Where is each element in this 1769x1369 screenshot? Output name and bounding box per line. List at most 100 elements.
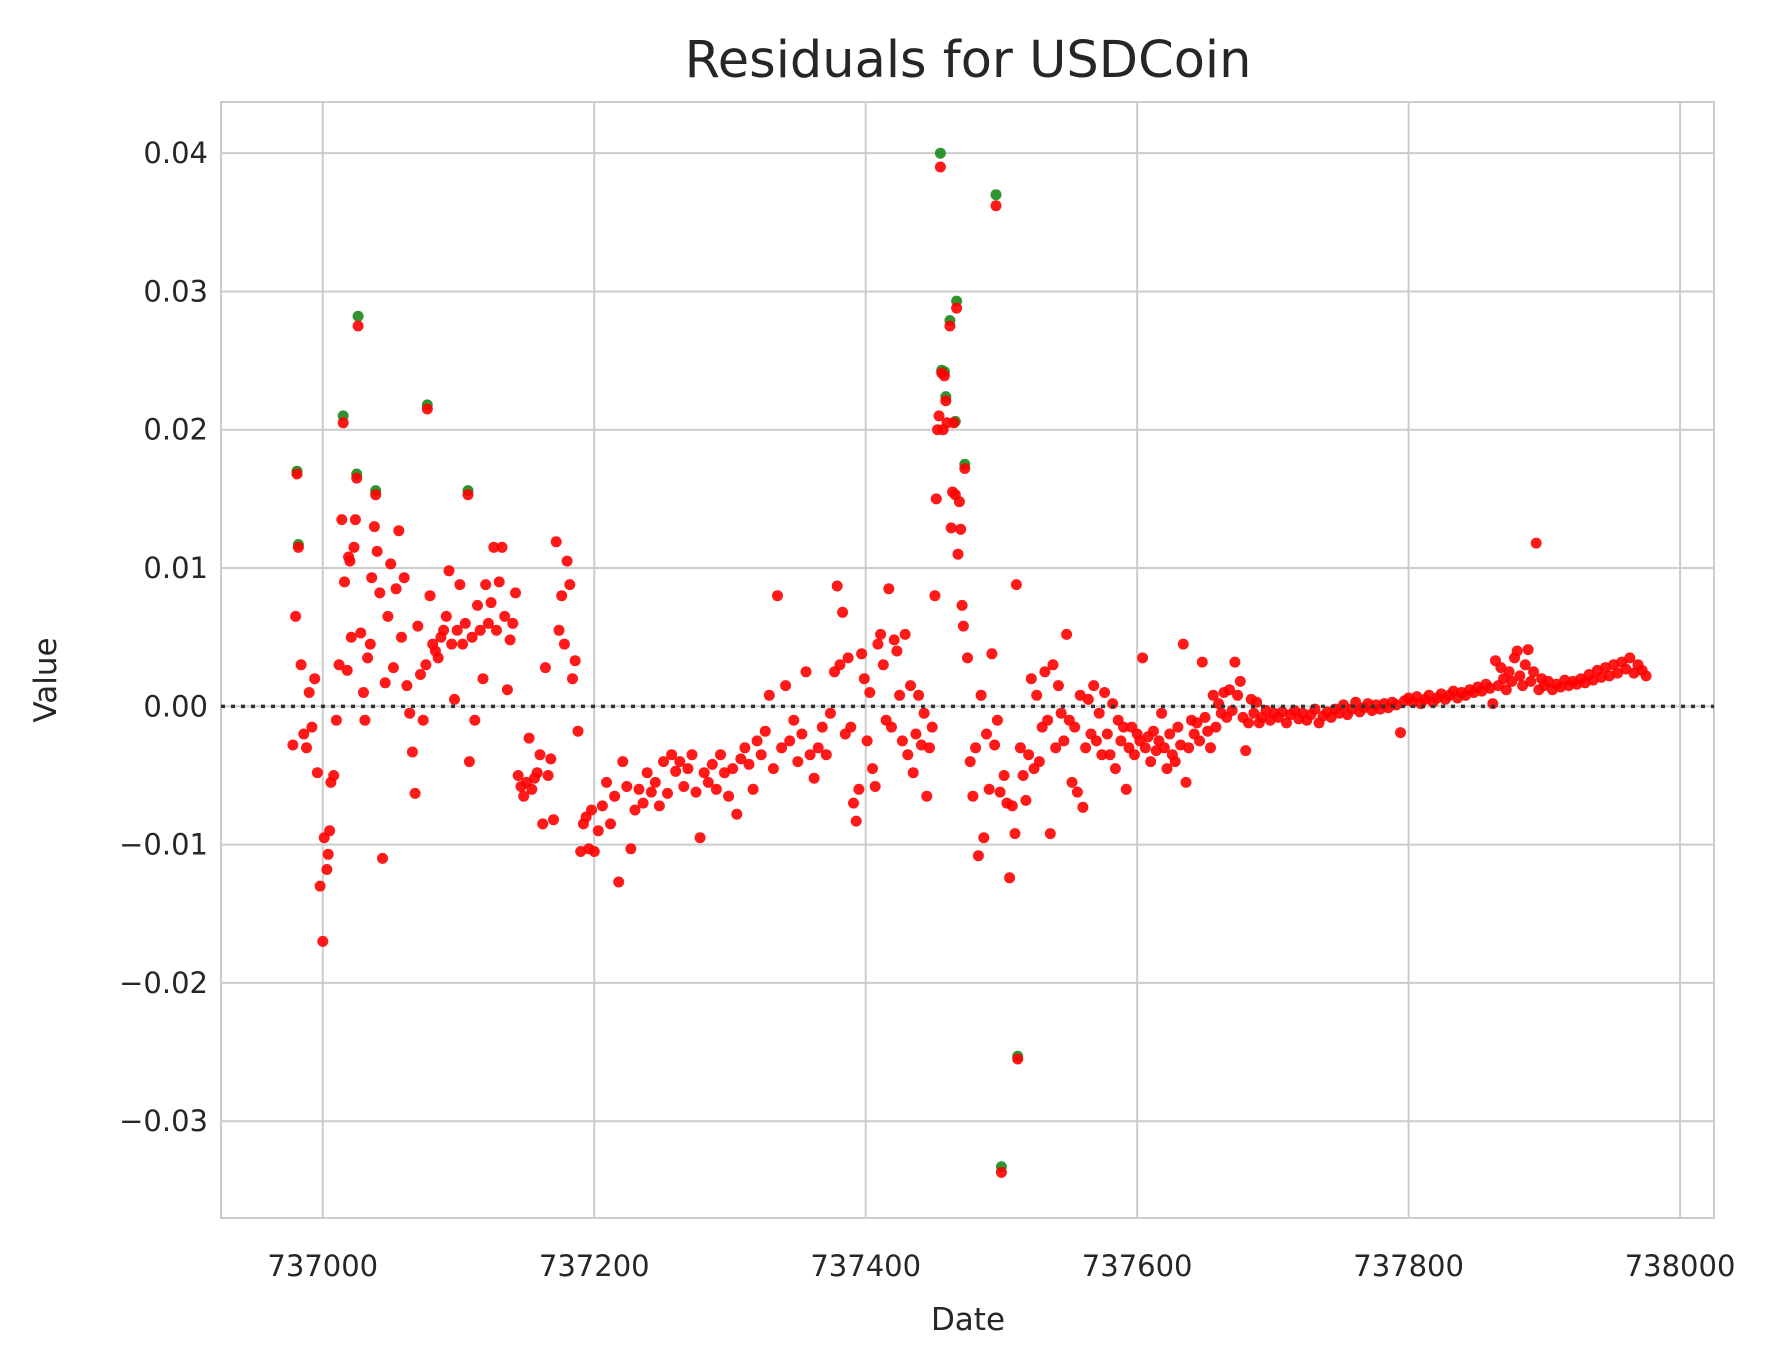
data-point bbox=[1248, 707, 1260, 719]
data-point bbox=[800, 666, 812, 678]
data-point bbox=[1164, 728, 1176, 740]
data-point bbox=[379, 677, 391, 689]
data-point bbox=[698, 767, 710, 779]
data-point bbox=[1033, 756, 1045, 768]
data-point bbox=[409, 787, 421, 799]
data-point bbox=[1243, 717, 1254, 729]
data-point bbox=[1525, 675, 1537, 687]
data-point bbox=[1333, 707, 1345, 719]
data-point bbox=[537, 818, 549, 830]
data-point bbox=[1055, 707, 1067, 719]
data-point bbox=[933, 410, 945, 422]
x-tick-label: 737400 bbox=[810, 1249, 921, 1283]
data-point bbox=[763, 689, 775, 701]
data-point bbox=[336, 514, 348, 526]
data-point bbox=[739, 742, 751, 754]
data-point bbox=[1128, 749, 1140, 761]
data-point bbox=[967, 790, 979, 802]
data-point bbox=[605, 818, 616, 830]
data-point bbox=[542, 770, 554, 781]
data-point bbox=[451, 624, 463, 636]
data-point bbox=[1058, 735, 1070, 747]
data-point bbox=[861, 735, 873, 747]
data-point bbox=[990, 200, 1002, 212]
data-point bbox=[1107, 698, 1119, 710]
data-point bbox=[948, 417, 960, 429]
data-point bbox=[994, 786, 1006, 798]
data-point bbox=[658, 756, 669, 768]
data-point bbox=[493, 576, 505, 588]
data-point bbox=[747, 783, 759, 795]
data-point bbox=[780, 680, 792, 692]
data-point bbox=[348, 541, 360, 553]
data-point bbox=[333, 659, 345, 671]
data-point bbox=[432, 652, 444, 664]
data-point bbox=[1177, 638, 1189, 650]
x-tick-label: 737000 bbox=[267, 1249, 378, 1283]
chart-title: Residuals for USDCoin bbox=[685, 31, 1252, 90]
data-point bbox=[934, 161, 946, 173]
data-point bbox=[1039, 666, 1051, 678]
data-point bbox=[352, 310, 364, 322]
data-point bbox=[330, 714, 342, 726]
data-point bbox=[867, 763, 878, 775]
data-point bbox=[784, 735, 796, 747]
data-point bbox=[834, 659, 846, 671]
data-point bbox=[694, 832, 706, 844]
data-point bbox=[905, 680, 916, 692]
data-point bbox=[351, 472, 363, 484]
data-point bbox=[727, 763, 739, 775]
data-point bbox=[820, 749, 832, 761]
data-point bbox=[1530, 537, 1542, 549]
data-point bbox=[674, 756, 686, 768]
x-tick-label: 737600 bbox=[1082, 1249, 1193, 1283]
data-point bbox=[564, 579, 576, 591]
data-point bbox=[995, 1166, 1007, 1178]
data-point bbox=[298, 728, 310, 740]
data-point bbox=[370, 489, 382, 501]
data-point bbox=[534, 749, 546, 761]
data-point bbox=[1517, 680, 1529, 692]
data-point bbox=[1023, 749, 1035, 761]
data-point bbox=[1109, 763, 1121, 775]
data-point bbox=[858, 673, 870, 685]
data-point bbox=[929, 590, 941, 602]
data-point bbox=[1066, 776, 1078, 788]
data-point bbox=[417, 714, 429, 726]
data-point bbox=[420, 659, 432, 671]
data-point bbox=[989, 739, 1001, 751]
data-point bbox=[510, 587, 521, 599]
data-point bbox=[1161, 763, 1173, 775]
data-point bbox=[945, 522, 957, 534]
data-point bbox=[295, 659, 307, 671]
data-point bbox=[324, 825, 336, 837]
y-tick-labels: −0.03 −0.02 −0.01 0.00 0.01 0.02 0.03 0.04 bbox=[119, 136, 208, 1138]
data-point bbox=[983, 783, 995, 795]
data-point bbox=[362, 652, 374, 664]
data-point bbox=[981, 728, 992, 740]
data-point bbox=[1205, 742, 1216, 754]
x-tick-label: 737200 bbox=[539, 1249, 650, 1283]
data-point bbox=[808, 772, 820, 784]
data-point bbox=[940, 395, 952, 407]
data-point bbox=[1229, 656, 1241, 668]
data-point bbox=[491, 624, 502, 636]
data-point bbox=[1232, 689, 1244, 701]
data-point bbox=[1640, 670, 1652, 682]
data-point bbox=[930, 493, 942, 505]
data-point bbox=[359, 714, 371, 726]
y-tick-label: −0.01 bbox=[119, 828, 208, 862]
data-point bbox=[364, 638, 376, 650]
data-point bbox=[670, 765, 682, 777]
data-point bbox=[440, 610, 452, 622]
data-point bbox=[1207, 689, 1219, 701]
data-point bbox=[751, 735, 763, 747]
data-point bbox=[485, 597, 497, 609]
data-point bbox=[625, 843, 637, 855]
data-point bbox=[1061, 628, 1073, 640]
data-point bbox=[776, 742, 788, 754]
data-point bbox=[621, 781, 633, 792]
x-tick-label: 737800 bbox=[1353, 1249, 1464, 1283]
data-point bbox=[501, 684, 513, 696]
data-point bbox=[1169, 756, 1181, 768]
